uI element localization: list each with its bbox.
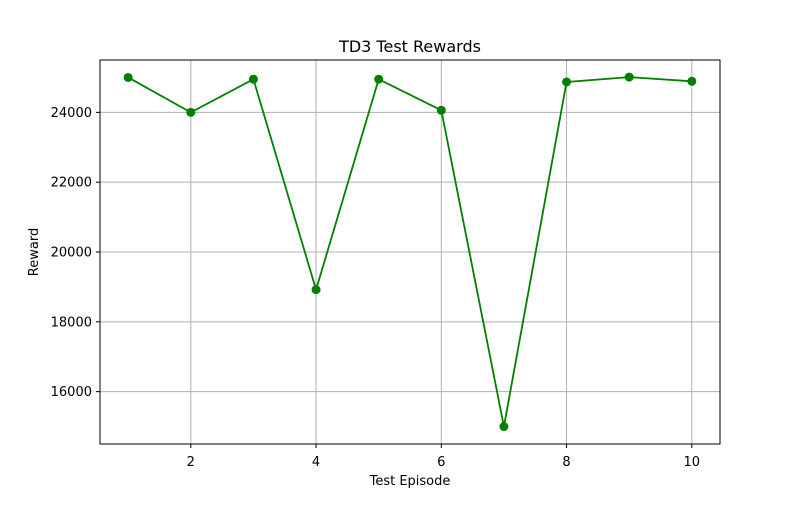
x-tick-label: 4 [312, 455, 320, 470]
x-tick-label: 2 [187, 455, 195, 470]
x-tick-label: 8 [562, 455, 570, 470]
data-point [499, 422, 509, 432]
data-point [374, 74, 384, 84]
chart-title: TD3 Test Rewards [338, 37, 481, 56]
data-point [624, 72, 634, 82]
data-point [562, 77, 572, 87]
data-point-markers [123, 72, 697, 432]
x-axis-ticks: 2 4 6 8 10 [187, 444, 700, 470]
data-point [248, 74, 258, 84]
series-line [127, 76, 692, 428]
y-tick-label: 18000 [51, 315, 92, 330]
y-tick-label: 22000 [51, 176, 92, 191]
y-tick-label: 24000 [51, 106, 92, 121]
data-point [436, 105, 446, 115]
data-point [186, 107, 196, 117]
data-point [123, 72, 133, 82]
y-tick-label: 16000 [51, 385, 92, 400]
series-lines [127, 76, 692, 428]
y-tick-label: 20000 [51, 246, 92, 261]
x-tick-label: 6 [437, 455, 445, 470]
y-axis-ticks: 16000 18000 20000 22000 24000 [51, 106, 100, 400]
y-axis-label: Reward [27, 228, 42, 276]
grid-lines [100, 60, 720, 444]
x-tick-label: 10 [684, 455, 701, 470]
data-point [311, 285, 321, 295]
x-axis-label: Test Episode [369, 474, 451, 489]
data-point [687, 76, 697, 86]
